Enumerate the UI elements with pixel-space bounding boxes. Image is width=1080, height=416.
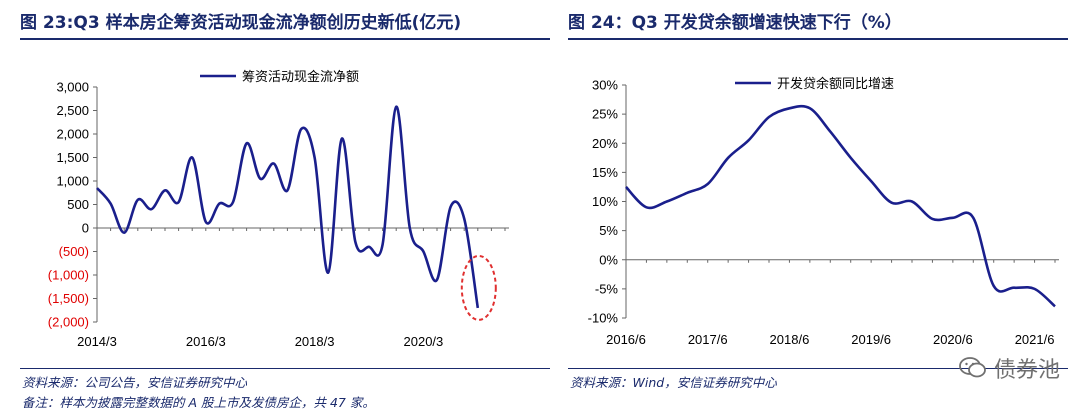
left-y-tick-label: 2,500 (56, 103, 89, 118)
right-y-tick-label: -10% (588, 311, 619, 326)
right-y-tick-label: 15% (592, 165, 618, 180)
right-y-tick-label: 0% (599, 252, 618, 267)
left-sample-note: 备注：样本为披露完整数据的 A 股上市及发债房企，共 47 家。 (22, 395, 375, 410)
left-x-tick-label: 2018/3 (295, 334, 335, 349)
right-y-tick-label: 25% (592, 107, 618, 122)
right-y-tick-label: 5% (599, 223, 618, 238)
right-y-tick-label: 20% (592, 136, 618, 151)
left-x-tick-label: 2016/3 (186, 334, 226, 349)
left-title-rule (20, 38, 550, 40)
right-chart-title: 图 24：Q3 开发贷余额增速快速下行（%） (568, 13, 902, 33)
left-y-tick-label: 0 (82, 221, 89, 236)
left-source-note: 资料来源：公司公告，安信证券研究中心 (22, 375, 248, 390)
left-line-chart: 3,000 2,500 2,000 1,500 1,000 500 0 (500) (1,000… (48, 69, 509, 349)
wechat-icon (958, 355, 988, 381)
right-footnote-rule (568, 368, 1068, 369)
left-highlight-circle (460, 254, 497, 321)
watermark: 债券池 (958, 352, 1060, 384)
right-title-rule (568, 38, 1068, 40)
left-y-tick-label: (1,000) (48, 268, 89, 283)
left-x-tick-label: 2020/3 (404, 334, 444, 349)
left-y-tick-label: 1,500 (56, 150, 89, 165)
right-y-tick-label: 30% (592, 78, 618, 93)
left-chart-title: 图 23:Q3 样本房企筹资活动现金流净额创历史新低(亿元) (20, 13, 462, 33)
left-y-tick-label: (500) (59, 244, 89, 259)
right-y-tick-label: 10% (592, 194, 618, 209)
right-x-tick-label: 2016/6 (606, 332, 646, 347)
right-line-chart: 30% 25% 20% 15% 10% 5% 0% -5% -10% 2016/6 2017/6 20… (588, 76, 1059, 347)
right-x-tick-label: 2020/6 (933, 332, 973, 347)
left-y-tick-label: 3,000 (56, 80, 89, 95)
left-y-tick-label: (2,000) (48, 315, 89, 330)
left-y-tick-label: 2,000 (56, 127, 89, 142)
right-source-note: 资料来源：Wind，安信证券研究中心 (570, 375, 777, 390)
right-x-tick-label: 2019/6 (851, 332, 891, 347)
left-y-tick-label: 1,000 (56, 174, 89, 189)
left-y-tick-label: (1,500) (48, 291, 89, 306)
left-x-tick-label: 2014/3 (77, 334, 117, 349)
left-y-tick-label: 500 (67, 197, 89, 212)
right-y-tick-label: -5% (595, 281, 619, 296)
right-x-tick-label: 2018/6 (770, 332, 810, 347)
right-legend-label: 开发贷余额同比增速 (777, 76, 894, 92)
right-x-tick-label: 2021/6 (1015, 332, 1055, 347)
left-series-line (96, 105, 480, 309)
right-series-line (625, 104, 1056, 308)
watermark-text: 债券池 (993, 358, 1060, 383)
left-footnote-rule (20, 368, 550, 369)
left-legend-label: 筹资活动现金流净额 (242, 69, 359, 85)
right-x-tick-label: 2017/6 (688, 332, 728, 347)
